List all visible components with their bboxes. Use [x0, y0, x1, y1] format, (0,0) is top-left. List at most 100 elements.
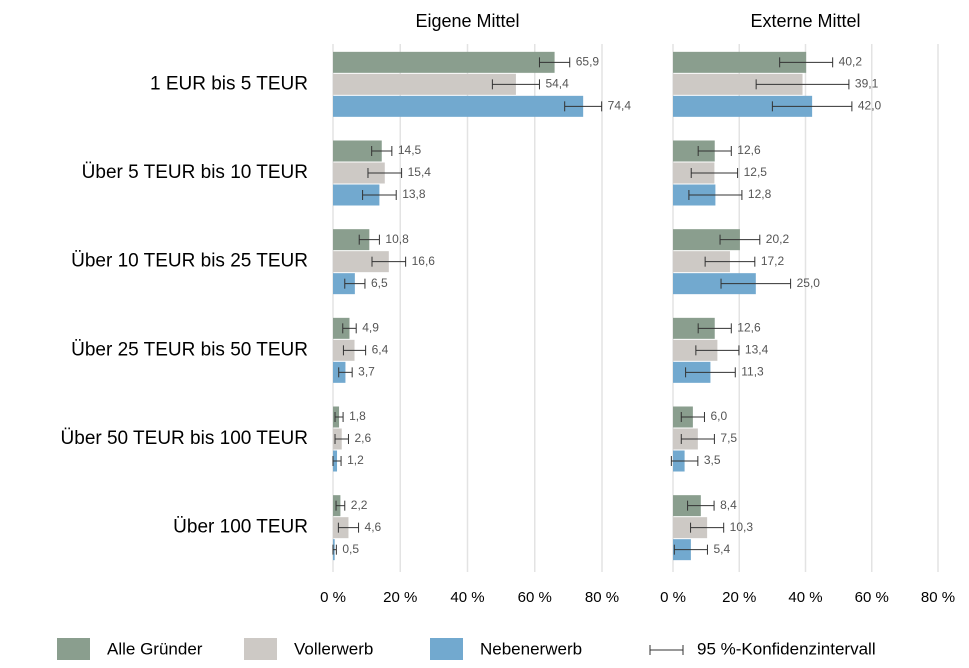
error-bar [680, 434, 715, 444]
error-bar [779, 57, 834, 68]
bar [673, 317, 715, 339]
category-label: Über 10 TEUR bis 25 TEUR [71, 251, 308, 272]
error-bar [371, 256, 407, 267]
error-bar [690, 168, 739, 178]
value-label: 3,7 [358, 365, 375, 379]
value-label: 10,8 [385, 232, 409, 246]
category-label: Über 25 TEUR bis 50 TEUR [71, 339, 308, 360]
value-label: 6,0 [710, 409, 727, 423]
legend-label: Nebenerwerb [480, 639, 582, 658]
bar [673, 251, 730, 273]
bar [333, 251, 389, 273]
value-label: 8,4 [720, 498, 737, 512]
value-label: 17,2 [761, 254, 785, 268]
value-label: 15,4 [408, 165, 432, 179]
category-label: Über 100 TEUR [173, 517, 308, 538]
value-label: 25,0 [797, 276, 821, 290]
category-label: 1 EUR bis 5 TEUR [150, 73, 308, 94]
value-label: 0,5 [342, 542, 359, 556]
error-bar [334, 412, 344, 422]
error-bar [755, 79, 850, 90]
value-label: 42,0 [858, 99, 882, 113]
error-bar [332, 544, 337, 555]
value-label: 5,4 [713, 542, 730, 556]
x-tick-label: 40 % [450, 589, 484, 606]
bar [333, 162, 385, 184]
value-label: 39,1 [855, 77, 879, 91]
bar [333, 317, 350, 339]
legend-label: Vollerwerb [294, 639, 373, 658]
error-bar [720, 278, 792, 289]
value-label: 4,9 [362, 321, 379, 335]
bar [673, 73, 803, 95]
category-label: Über 5 TEUR bis 10 TEUR [82, 162, 308, 183]
bar [673, 51, 807, 73]
error-bar [771, 101, 853, 112]
error-bar [685, 367, 736, 378]
error-bar [338, 367, 353, 378]
value-label: 65,9 [576, 55, 600, 69]
x-tick-label: 80 % [921, 589, 955, 606]
value-label: 20,2 [766, 232, 790, 246]
error-bar [358, 234, 380, 245]
bar [333, 95, 584, 117]
error-bar [673, 544, 708, 555]
value-label: 2,2 [351, 498, 368, 512]
value-label: 3,5 [704, 453, 721, 467]
value-label: 74,4 [608, 99, 632, 113]
error-bar [337, 522, 360, 533]
error-bar [342, 323, 357, 334]
category-label: Über 50 TEUR bis 100 TEUR [61, 428, 308, 449]
error-bar [688, 190, 743, 200]
legend-error-symbol [649, 645, 684, 655]
error-bar [670, 456, 699, 466]
value-label: 11,3 [741, 365, 764, 379]
bar [333, 73, 516, 95]
bar [333, 140, 382, 162]
x-tick-label: 40 % [788, 589, 822, 606]
value-label: 12,5 [744, 165, 768, 179]
value-label: 12,8 [748, 187, 772, 201]
panel-title: Externe Mittel [750, 11, 860, 31]
x-tick-label: 20 % [722, 589, 756, 606]
legend-swatch [244, 638, 277, 660]
value-label: 13,8 [402, 187, 426, 201]
error-bar [491, 79, 540, 90]
error-bar [332, 456, 342, 466]
panel-title: Eigene Mittel [415, 11, 519, 31]
error-bar [344, 278, 366, 289]
value-label: 14,5 [398, 143, 422, 157]
bar [333, 184, 380, 206]
x-tick-label: 0 % [660, 589, 686, 606]
error-bar [367, 168, 403, 178]
value-label: 10,3 [730, 520, 754, 534]
error-bar [695, 345, 740, 356]
error-bar [335, 500, 346, 511]
bar [673, 273, 756, 295]
error-bar [680, 412, 705, 422]
value-label: 54,4 [545, 77, 569, 91]
error-bar [697, 323, 732, 334]
bar [333, 51, 555, 73]
legend-label: 95 %-Konfidenzintervall [697, 639, 876, 658]
bar [673, 339, 718, 361]
error-bar [334, 434, 349, 444]
error-bar [342, 345, 367, 356]
value-label: 40,2 [839, 55, 863, 69]
error-bar [690, 522, 725, 533]
value-label: 6,4 [372, 343, 389, 357]
bar [333, 273, 355, 295]
error-bar [371, 146, 393, 156]
x-tick-label: 80 % [585, 589, 619, 606]
error-bar [687, 500, 715, 511]
bar [673, 140, 715, 162]
value-label: 4,6 [365, 520, 382, 534]
value-label: 1,2 [347, 453, 364, 467]
value-label: 13,4 [745, 343, 769, 357]
error-bar [564, 101, 603, 112]
value-label: 7,5 [720, 431, 737, 445]
legend-swatch [430, 638, 463, 660]
x-tick-label: 0 % [320, 589, 346, 606]
bar [673, 95, 813, 117]
value-label: 12,6 [737, 143, 761, 157]
